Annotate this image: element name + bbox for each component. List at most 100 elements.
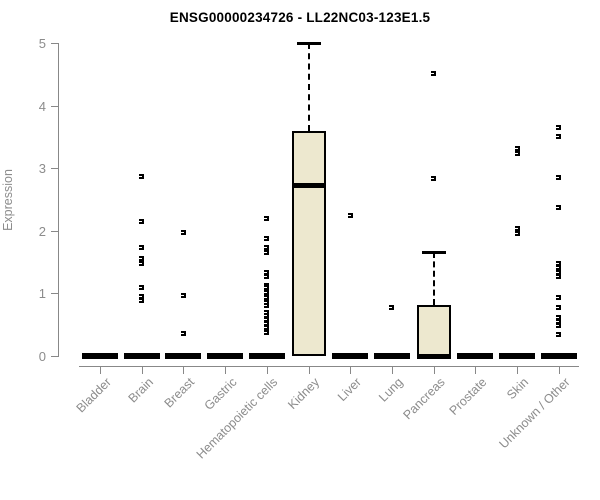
x-tick [517, 367, 518, 374]
x-tick-label: Prostate [446, 375, 490, 418]
whisker-cap [421, 251, 446, 255]
box [291, 130, 326, 356]
median-line [416, 353, 451, 359]
outlier-point [264, 245, 270, 251]
y-axis-line [58, 43, 59, 357]
outlier-point [264, 302, 270, 308]
outlier-point [556, 260, 562, 266]
x-tick [266, 367, 268, 374]
x-axis-line [79, 366, 579, 367]
x-tick-label: Liver [335, 375, 365, 405]
collapsed-box [248, 353, 285, 359]
y-tick-label: 4 [38, 98, 46, 114]
x-tick-label: Lung [376, 375, 406, 405]
outlier-point [139, 294, 145, 300]
x-tick-label: Hematopoietic cells [194, 375, 281, 462]
x-tick [225, 367, 227, 374]
outlier-point [264, 320, 270, 326]
y-tick [51, 43, 58, 44]
x-tick [100, 367, 101, 374]
x-tick-label: Brain [125, 375, 156, 406]
outlier-point [180, 330, 186, 336]
outlier-point [139, 255, 145, 261]
chart-title: ENSG00000234726 - LL22NC03-123E1.5 [169, 10, 431, 25]
collapsed-box [457, 353, 494, 359]
outlier-point [180, 230, 186, 236]
y-tick [51, 168, 58, 170]
outlier-point [431, 175, 437, 181]
outlier-point [347, 213, 353, 219]
x-tick [475, 367, 477, 374]
outlier-point [264, 330, 270, 336]
outlier-point [139, 284, 145, 290]
outlier-point [556, 269, 562, 275]
y-tick [51, 293, 58, 295]
whisker [432, 252, 435, 306]
outlier-point [139, 173, 145, 179]
outlier-point [264, 249, 270, 255]
outlier-point [556, 125, 562, 130]
x-tick [308, 367, 310, 374]
x-tick-label: Kidney [285, 375, 323, 412]
y-tick [51, 230, 58, 232]
x-tick [350, 367, 352, 374]
x-tick [558, 367, 560, 374]
outlier-point [180, 292, 186, 298]
outlier-point [556, 332, 562, 338]
outlier-point [556, 319, 562, 325]
outlier-point [514, 231, 520, 237]
x-tick [433, 367, 435, 374]
x-tick-label: Breast [161, 375, 198, 411]
x-tick [141, 367, 143, 374]
y-tick-label: 5 [38, 36, 46, 51]
outlier-point [264, 325, 270, 331]
x-tick [391, 367, 393, 374]
x-tick-label: Pancreas [400, 375, 448, 423]
box [416, 305, 451, 356]
y-tick-label: 0 [38, 349, 46, 364]
collapsed-box [332, 353, 369, 359]
outlier-point [514, 145, 520, 151]
collapsed-box [540, 353, 577, 359]
outlier-point [556, 314, 562, 320]
median-line [291, 182, 326, 188]
collapsed-box [373, 353, 410, 359]
outlier-point [264, 215, 270, 221]
whisker-cap [296, 42, 321, 45]
collapsed-box [82, 353, 118, 359]
outlier-point [514, 150, 520, 156]
outlier-point [264, 317, 270, 323]
outlier-point [514, 226, 520, 232]
outlier-point [264, 236, 270, 242]
y-tick-label: 3 [38, 161, 46, 177]
outlier-point [556, 175, 562, 181]
x-tick-label: Bladder [73, 375, 114, 416]
outlier-point [431, 70, 437, 76]
collapsed-box [123, 353, 160, 359]
x-tick-label: Skin [503, 375, 531, 403]
x-tick-label: Gastric [201, 375, 240, 413]
y-axis-label: Expression [1, 169, 15, 231]
outlier-point [264, 313, 270, 319]
outlier-point [556, 205, 562, 211]
outlier-point [264, 309, 270, 315]
outlier-point [556, 273, 562, 279]
outlier-point [139, 245, 145, 251]
y-tick-label: 1 [38, 286, 46, 302]
collapsed-box [499, 353, 535, 359]
outlier-point [264, 282, 270, 288]
y-tick [51, 356, 58, 357]
collapsed-box [165, 353, 202, 359]
outlier-point [556, 265, 562, 271]
outlier-point [389, 304, 395, 310]
outlier-point [139, 218, 145, 224]
outlier-point [556, 323, 562, 329]
outlier-point [556, 305, 562, 311]
outlier-point [556, 134, 562, 140]
y-tick [51, 105, 58, 107]
whisker [307, 43, 310, 131]
collapsed-box [207, 353, 244, 359]
x-tick-label: Unknown / Other [496, 375, 573, 452]
outlier-point [264, 273, 270, 279]
